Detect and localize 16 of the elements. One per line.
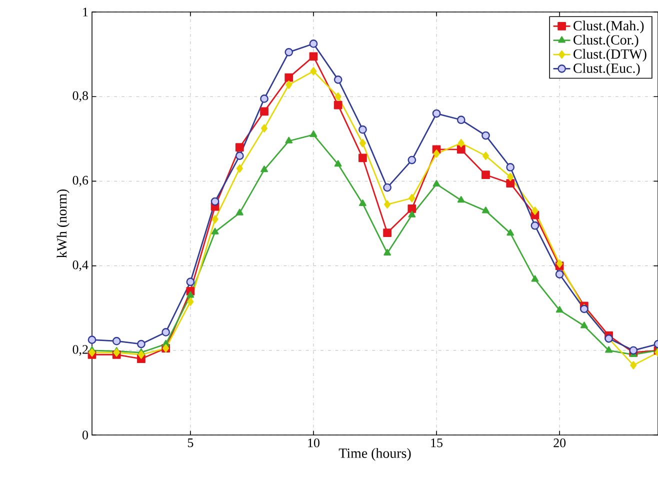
legend-label: Clust.(Mah.) [574, 20, 644, 34]
legend-label: Clust.(Euc.) [574, 63, 640, 76]
y-tick-label: 0,6 [72, 176, 88, 187]
legend-label: Clust.(Cor.) [574, 34, 638, 48]
x-tick-label: 15 [431, 438, 442, 448]
y-axis-title: kWh (norm) [56, 189, 70, 258]
legend-label: Clust.(DTW) [574, 48, 646, 62]
x-axis-title: Time (hours) [338, 448, 411, 461]
x-tick-label: 10 [308, 438, 320, 448]
y-tick-label: 0,8 [72, 91, 88, 102]
x-tick-label: 20 [554, 438, 566, 448]
x-tick-label: 5 [188, 438, 194, 448]
y-tick-label: 0 [82, 430, 88, 440]
y-tick-label: 0,4 [72, 260, 88, 272]
y-tick-label: 1 [83, 8, 88, 16]
y-tick-label: 0,2 [72, 345, 88, 356]
